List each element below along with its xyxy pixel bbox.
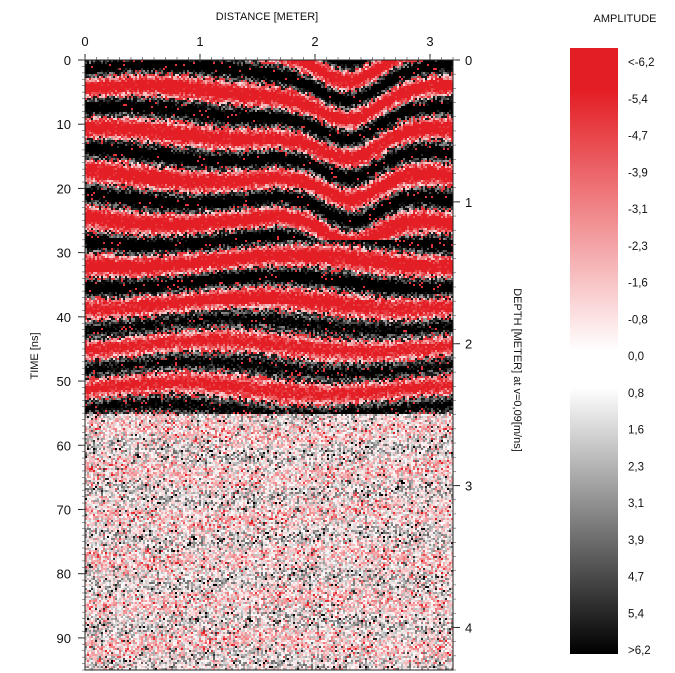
colorbar-label: 1,6 (628, 425, 644, 437)
y-tick-label: 60 (57, 438, 71, 453)
colorbar (570, 48, 618, 654)
plot-frame (84, 59, 454, 671)
y-tick-label: 10 (57, 117, 71, 132)
y-tick-label: 0 (64, 53, 71, 68)
y-axis-title: TIME [ns] (29, 332, 41, 379)
y2-tick-label: 2 (465, 337, 472, 352)
colorbar-label: -0,8 (628, 314, 648, 326)
y2-tick-label: 1 (465, 195, 472, 210)
y-axis-ticks: 0 10 20 30 40 50 60 70 80 90 (57, 53, 85, 671)
colorbar-label: 3,9 (628, 535, 644, 547)
colorbar-label: -5,4 (628, 94, 648, 106)
y-tick-label: 40 (57, 310, 71, 325)
y2-axis-title: DEPTH [METER] at v=0,09[m/ns] (511, 288, 523, 452)
x-axis-ticks: 0 1 2 3 (81, 34, 454, 60)
x-tick-label: 0 (81, 34, 88, 49)
x-axis-title: DISTANCE [METER] (216, 11, 318, 23)
colorbar-label: 0,0 (628, 351, 644, 363)
colorbar-label: 0,8 (628, 388, 644, 400)
y2-tick-label: 3 (465, 479, 472, 494)
x-tick-label: 2 (311, 34, 318, 49)
y2-tick-label: 0 (465, 53, 472, 68)
y-tick-label: 90 (57, 631, 71, 646)
colorbar-label: -1,6 (628, 278, 648, 290)
y-tick-label: 70 (57, 502, 71, 517)
y2-axis-ticks: 0 1 2 3 4 (453, 53, 472, 671)
colorbar-label: 3,1 (628, 498, 644, 510)
colorbar-label: 2,3 (628, 461, 644, 473)
radargram-field (85, 60, 453, 670)
colorbar-label: 4,7 (628, 572, 644, 584)
colorbar-label: -3,9 (628, 167, 648, 179)
x-tick-label: 1 (196, 34, 203, 49)
colorbar-title: AMPLITUDE (594, 13, 657, 25)
y2-tick-label: 4 (465, 620, 472, 635)
y-tick-label: 30 (57, 246, 71, 261)
colorbar-label: -3,1 (628, 204, 648, 216)
y-tick-label: 20 (57, 181, 71, 196)
y-tick-label: 80 (57, 567, 71, 582)
colorbar-label: -4,7 (628, 131, 648, 143)
colorbar-label: -2,3 (628, 241, 648, 253)
colorbar-label: >6,2 (628, 645, 651, 657)
colorbar-labels: <-6,2 -5,4 -4,7 -3,9 -3,1 -2,3 -1,6 -0,8 0,0 0,8 1… (628, 57, 655, 657)
x-tick-label: 3 (426, 34, 433, 49)
colorbar-label: <-6,2 (628, 57, 655, 69)
colorbar-label: 5,4 (628, 608, 645, 620)
y-tick-label: 50 (57, 374, 71, 389)
